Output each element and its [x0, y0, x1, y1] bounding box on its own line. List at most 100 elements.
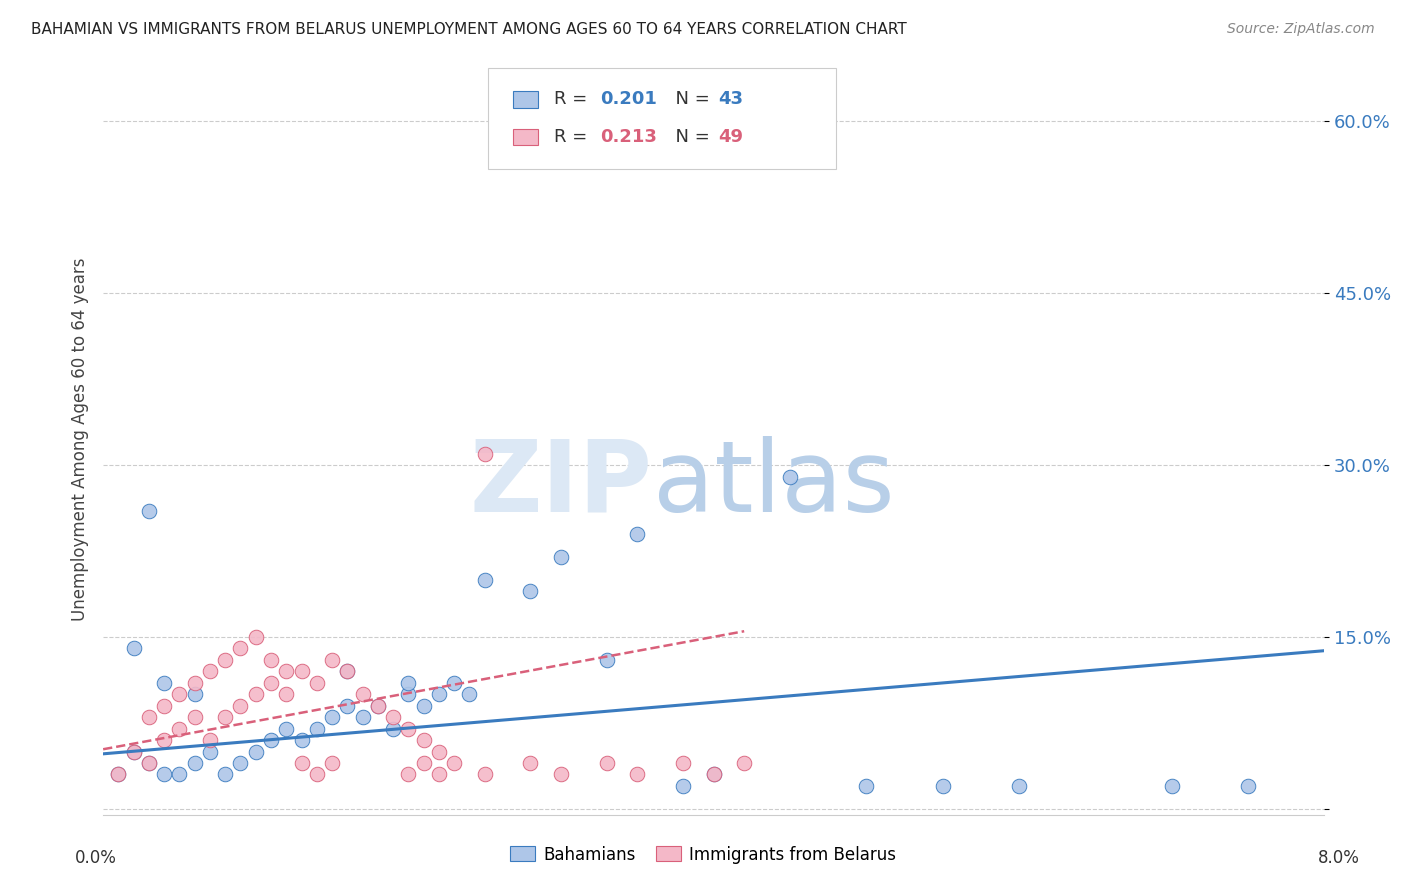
Point	[138, 710, 160, 724]
Point	[229, 756, 252, 770]
Point	[519, 584, 541, 599]
Point	[245, 630, 267, 644]
Text: 0.213: 0.213	[600, 128, 657, 146]
Point	[107, 767, 129, 781]
FancyBboxPatch shape	[488, 68, 835, 169]
Point	[427, 767, 450, 781]
Point	[260, 733, 283, 747]
Point	[245, 687, 267, 701]
Point	[169, 767, 191, 781]
Point	[183, 710, 205, 724]
Point	[321, 710, 343, 724]
Point	[443, 756, 465, 770]
Point	[153, 733, 176, 747]
Point	[138, 504, 160, 518]
Point	[198, 665, 221, 679]
Point	[367, 698, 389, 713]
Point	[1160, 779, 1182, 793]
Point	[626, 526, 648, 541]
Text: 49: 49	[718, 128, 744, 146]
Point	[245, 745, 267, 759]
Point	[382, 710, 405, 724]
Point	[260, 675, 283, 690]
Point	[321, 756, 343, 770]
Point	[396, 675, 419, 690]
Point	[336, 665, 359, 679]
Text: ZIP: ZIP	[470, 436, 652, 533]
Point	[153, 675, 176, 690]
Point	[427, 745, 450, 759]
Text: BAHAMIAN VS IMMIGRANTS FROM BELARUS UNEMPLOYMENT AMONG AGES 60 TO 64 YEARS CORRE: BAHAMIAN VS IMMIGRANTS FROM BELARUS UNEM…	[31, 22, 907, 37]
Point	[153, 767, 176, 781]
FancyBboxPatch shape	[513, 91, 538, 108]
Point	[474, 573, 496, 587]
Point	[336, 698, 359, 713]
Point	[214, 653, 236, 667]
Point	[305, 722, 328, 736]
Point	[153, 698, 176, 713]
Point	[352, 687, 374, 701]
Point	[214, 710, 236, 724]
FancyBboxPatch shape	[513, 128, 538, 145]
Point	[672, 756, 695, 770]
Text: 43: 43	[718, 90, 744, 108]
Point	[305, 675, 328, 690]
Point	[489, 149, 512, 163]
Point	[107, 767, 129, 781]
Y-axis label: Unemployment Among Ages 60 to 64 years: Unemployment Among Ages 60 to 64 years	[72, 258, 89, 621]
Point	[396, 687, 419, 701]
Text: R =: R =	[554, 128, 593, 146]
Point	[122, 745, 145, 759]
Text: atlas: atlas	[652, 436, 894, 533]
Point	[290, 756, 312, 770]
Point	[703, 767, 725, 781]
Point	[474, 447, 496, 461]
Point	[367, 698, 389, 713]
Point	[122, 745, 145, 759]
Point	[427, 687, 450, 701]
Point	[474, 767, 496, 781]
Point	[396, 722, 419, 736]
Point	[1008, 779, 1031, 793]
Point	[672, 779, 695, 793]
Point	[122, 641, 145, 656]
Point	[183, 687, 205, 701]
Point	[931, 779, 953, 793]
Point	[458, 687, 481, 701]
Point	[321, 653, 343, 667]
Point	[855, 779, 877, 793]
Point	[550, 549, 572, 564]
Point	[779, 469, 801, 483]
Point	[703, 767, 725, 781]
Point	[138, 756, 160, 770]
Point	[198, 733, 221, 747]
Point	[183, 675, 205, 690]
Text: N =: N =	[664, 128, 716, 146]
Point	[412, 756, 434, 770]
Text: R =: R =	[554, 90, 593, 108]
Point	[169, 687, 191, 701]
Point	[290, 665, 312, 679]
Legend: Bahamians, Immigrants from Belarus: Bahamians, Immigrants from Belarus	[503, 839, 903, 871]
Point	[1237, 779, 1260, 793]
Point	[596, 756, 619, 770]
Point	[396, 767, 419, 781]
Point	[412, 733, 434, 747]
Point	[352, 710, 374, 724]
Point	[733, 756, 755, 770]
Point	[229, 641, 252, 656]
Point	[382, 722, 405, 736]
Point	[183, 756, 205, 770]
Point	[276, 665, 298, 679]
Point	[229, 698, 252, 713]
Text: 8.0%: 8.0%	[1317, 849, 1360, 867]
Text: 0.201: 0.201	[600, 90, 657, 108]
Point	[305, 767, 328, 781]
Point	[138, 756, 160, 770]
Text: 0.0%: 0.0%	[75, 849, 117, 867]
Point	[276, 722, 298, 736]
Point	[550, 767, 572, 781]
Point	[596, 653, 619, 667]
Point	[519, 756, 541, 770]
Text: Source: ZipAtlas.com: Source: ZipAtlas.com	[1227, 22, 1375, 37]
